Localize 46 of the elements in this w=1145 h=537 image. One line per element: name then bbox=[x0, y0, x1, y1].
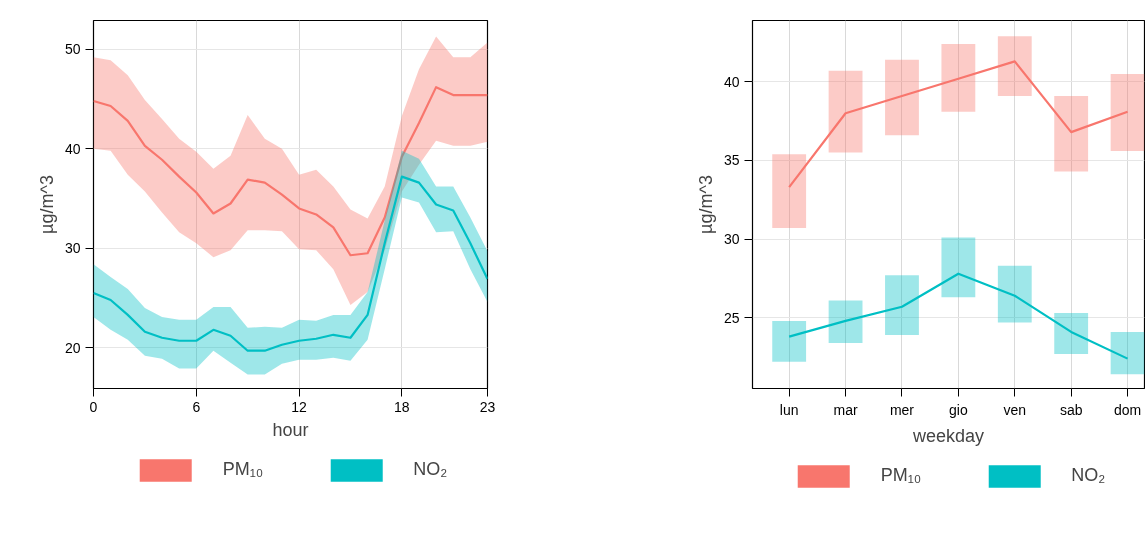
x-tick-label: 6 bbox=[192, 398, 201, 415]
x-tick-label: 23 bbox=[479, 398, 496, 415]
line-series bbox=[93, 175, 488, 352]
bar bbox=[1054, 313, 1089, 354]
bar bbox=[997, 36, 1032, 96]
legend-label: NO₂ bbox=[413, 459, 448, 480]
y-tick-label: 30 bbox=[64, 240, 81, 257]
y-axis-title: µg/m^3 bbox=[36, 175, 57, 234]
y-tick-label: 40 bbox=[723, 73, 740, 90]
bar bbox=[997, 265, 1032, 323]
x-tick-label: mar bbox=[833, 401, 858, 418]
y-tick-label: 35 bbox=[723, 152, 740, 169]
x-tick-label: ven bbox=[1003, 401, 1027, 418]
x-tick-label: gio bbox=[949, 401, 968, 418]
line-series bbox=[788, 272, 1129, 360]
y-tick-label: 30 bbox=[723, 231, 740, 248]
bar bbox=[828, 70, 863, 153]
line-series bbox=[93, 86, 488, 257]
bar bbox=[828, 300, 863, 343]
x-tick-label: 0 bbox=[89, 398, 98, 415]
legend-label: PM₁₀ bbox=[880, 465, 922, 486]
x-tick-label: dom bbox=[1113, 401, 1142, 418]
legend-label: NO₂ bbox=[1071, 465, 1106, 486]
x-axis-title: weekday bbox=[911, 425, 985, 446]
y-tick-label: 50 bbox=[64, 41, 81, 58]
bar bbox=[772, 320, 807, 362]
bar bbox=[1110, 331, 1145, 375]
x-tick-label: lun bbox=[779, 401, 799, 418]
bar bbox=[1110, 73, 1145, 152]
x-tick-label: 18 bbox=[394, 398, 410, 415]
x-tick-label: 12 bbox=[291, 398, 308, 415]
bar bbox=[885, 275, 919, 336]
y-tick-label: 40 bbox=[64, 140, 81, 157]
x-tick-label: sab bbox=[1059, 401, 1083, 418]
bar bbox=[772, 154, 807, 229]
y-axis-title: µg/m^3 bbox=[695, 175, 716, 234]
line-series bbox=[788, 60, 1129, 189]
x-tick-label: mer bbox=[889, 401, 915, 418]
y-tick-label: 25 bbox=[723, 309, 740, 326]
x-axis-title: hour bbox=[272, 419, 309, 440]
legend-label: PM₁₀ bbox=[222, 459, 264, 480]
bar bbox=[885, 59, 919, 136]
y-tick-label: 20 bbox=[64, 339, 81, 356]
bar bbox=[941, 237, 976, 298]
bar bbox=[1054, 95, 1089, 172]
bar bbox=[941, 44, 976, 112]
